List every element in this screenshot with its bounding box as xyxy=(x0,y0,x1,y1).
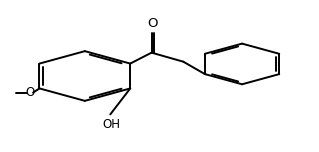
Text: O: O xyxy=(148,17,158,30)
Text: O: O xyxy=(25,86,34,99)
Text: OH: OH xyxy=(103,118,121,131)
